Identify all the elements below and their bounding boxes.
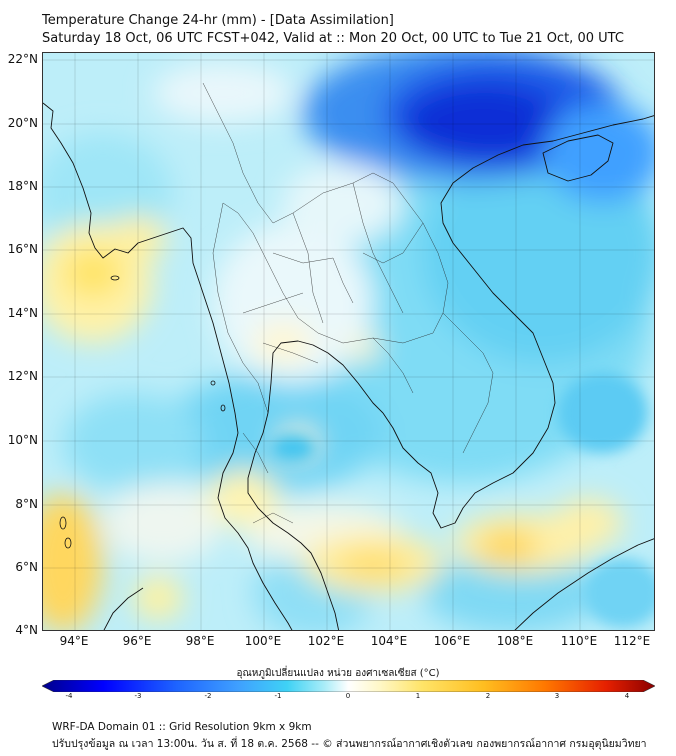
lat-label: 4°N xyxy=(15,623,38,637)
map-title: Temperature Change 24-hr (mm) - [Data As… xyxy=(42,13,394,28)
islands xyxy=(59,275,226,549)
lat-label: 6°N xyxy=(15,560,38,574)
footer-model-info: WRF-DA Domain 01 :: Grid Resolution 9km … xyxy=(52,721,312,733)
colorbar-tick: 4 xyxy=(624,692,630,700)
footer-credit: ปรับปรุงข้อมูล ณ เวลา 13:00น. วัน ส. ที่… xyxy=(52,738,647,750)
colorbar-tick: 1 xyxy=(415,692,421,700)
temperature-field xyxy=(43,53,654,630)
lat-label: 8°N xyxy=(15,497,38,511)
country-borders xyxy=(202,82,494,524)
coastlines-and-borders xyxy=(43,102,654,630)
lon-label: 112°E xyxy=(613,634,651,648)
colorbar-tick: 0 xyxy=(345,692,351,700)
colorbar-tick: -4 xyxy=(65,692,73,700)
colorbar-label: อุณหภูมิเปลี่ยนแปลง หน่วย องศาเซลเซียส (… xyxy=(236,668,440,679)
lon-label: 96°E xyxy=(122,634,152,648)
colorbar xyxy=(42,680,655,692)
lon-label: 106°E xyxy=(433,634,471,648)
graticule xyxy=(43,53,654,630)
colorbar-tick: 3 xyxy=(554,692,560,700)
lon-label: 108°E xyxy=(496,634,534,648)
lat-label: 22°N xyxy=(7,52,38,66)
lon-label: 98°E xyxy=(185,634,215,648)
lon-label: 100°E xyxy=(244,634,282,648)
lon-label: 102°E xyxy=(307,634,345,648)
lon-label: 110°E xyxy=(560,634,598,648)
map-subtitle: Saturday 18 Oct, 06 UTC FCST+042, Valid … xyxy=(42,31,624,46)
colorbar-tick: -1 xyxy=(274,692,282,700)
lon-label: 104°E xyxy=(370,634,408,648)
colorbar-tick: -2 xyxy=(204,692,212,700)
colorbar-tick: -3 xyxy=(134,692,142,700)
map-canvas xyxy=(43,53,654,630)
lon-label: 94°E xyxy=(59,634,89,648)
colorbar-tick: 2 xyxy=(485,692,491,700)
lat-label: 14°N xyxy=(7,306,38,320)
lat-label: 16°N xyxy=(7,242,38,256)
lat-label: 20°N xyxy=(7,116,38,130)
temperature-change-map xyxy=(42,52,655,631)
lat-label: 12°N xyxy=(7,369,38,383)
lat-label: 18°N xyxy=(7,179,38,193)
lat-label: 10°N xyxy=(7,433,38,447)
colorbar-gradient xyxy=(42,680,655,692)
